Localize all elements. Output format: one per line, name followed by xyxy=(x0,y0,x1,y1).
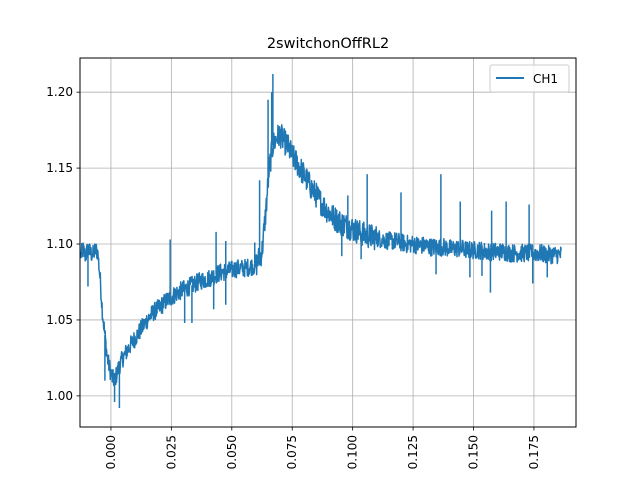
legend-box xyxy=(489,64,570,93)
x-tick-label: 0.175 xyxy=(527,435,541,469)
y-tick-label: 1.10 xyxy=(46,237,73,251)
y-tick-label: 1.05 xyxy=(46,313,73,327)
series-line-ch1 xyxy=(79,124,563,386)
y-tick-label: 1.00 xyxy=(46,389,73,403)
y-tick-label: 1.15 xyxy=(46,161,73,175)
x-axis: 0.000 0.025 0.050 0.075 0.100 0.125 0.150 0.175 xyxy=(104,427,541,469)
x-tick-label: 0.075 xyxy=(285,435,299,469)
x-tick-label: 0.050 xyxy=(225,435,239,469)
x-tick-label: 0.100 xyxy=(346,435,360,469)
x-tick-label: 0.150 xyxy=(467,435,481,469)
y-axis: 1.00 1.05 1.10 1.15 1.20 xyxy=(46,85,80,403)
chart-title: 2switchonOffRL2 xyxy=(267,36,389,52)
legend-label-ch1: CH1 xyxy=(533,72,558,86)
legend: CH1 xyxy=(489,64,570,93)
axes-frame xyxy=(79,57,577,428)
y-tick-label: 1.20 xyxy=(46,85,73,99)
x-tick-label: 0.025 xyxy=(164,435,178,469)
plot-area xyxy=(79,73,563,409)
x-tick-label: 0.125 xyxy=(406,435,420,469)
x-tick-label: 0.000 xyxy=(104,435,118,469)
